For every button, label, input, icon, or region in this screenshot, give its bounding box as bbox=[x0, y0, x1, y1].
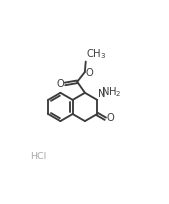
Text: O: O bbox=[106, 113, 114, 123]
Text: CH$_3$: CH$_3$ bbox=[86, 47, 106, 61]
Text: O: O bbox=[85, 68, 93, 78]
Text: N: N bbox=[98, 89, 105, 99]
Text: O: O bbox=[56, 79, 64, 89]
Text: HCl: HCl bbox=[30, 152, 46, 161]
Text: NH$_2$: NH$_2$ bbox=[101, 85, 122, 99]
